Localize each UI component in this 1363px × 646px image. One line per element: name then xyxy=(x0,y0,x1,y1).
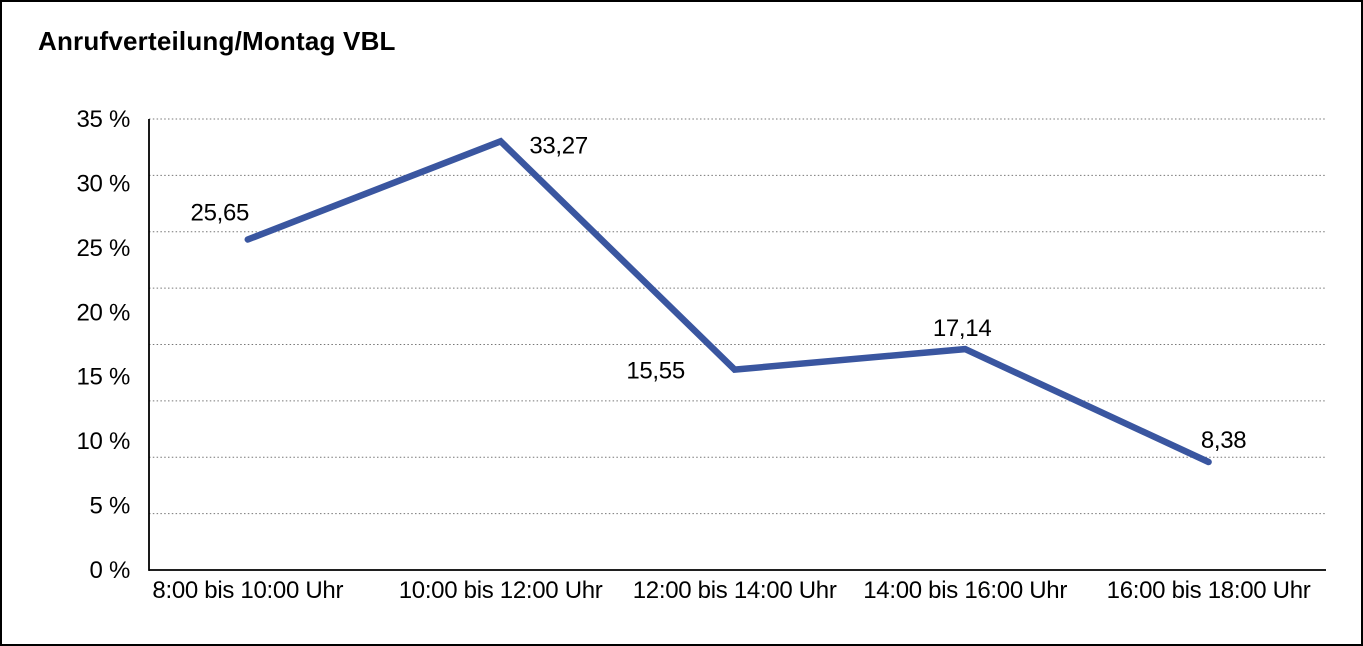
data-value-label: 33,27 xyxy=(529,132,588,159)
x-tick-label: 12:00 bis 14:00 Uhr xyxy=(633,577,837,604)
x-tick-label: 14:00 bis 16:00 Uhr xyxy=(863,577,1067,604)
x-tick-label: 16:00 bis 18:00 Uhr xyxy=(1107,577,1311,604)
y-tick-label: 15 % xyxy=(76,364,130,391)
data-value-label: 17,14 xyxy=(933,315,992,342)
chart-title: Anrufverteilung/Montag VBL xyxy=(38,26,396,56)
y-tick-label: 5 % xyxy=(90,493,130,520)
y-tick-label: 35 % xyxy=(76,106,130,133)
data-series-line xyxy=(244,137,1212,466)
y-tick-label: 0 % xyxy=(90,557,130,584)
y-tick-label: 20 % xyxy=(76,299,130,326)
data-value-label: 15,55 xyxy=(626,358,685,385)
y-tick-label: 25 % xyxy=(76,235,130,262)
data-value-label: 25,65 xyxy=(191,200,250,227)
x-tick-label: 8:00 bis 10:00 Uhr xyxy=(152,577,343,604)
data-value-label: 8,38 xyxy=(1201,427,1247,454)
y-tick-label: 30 % xyxy=(76,170,130,197)
x-tick-label: 10:00 bis 12:00 Uhr xyxy=(399,577,603,604)
y-tick-label: 10 % xyxy=(76,428,130,455)
